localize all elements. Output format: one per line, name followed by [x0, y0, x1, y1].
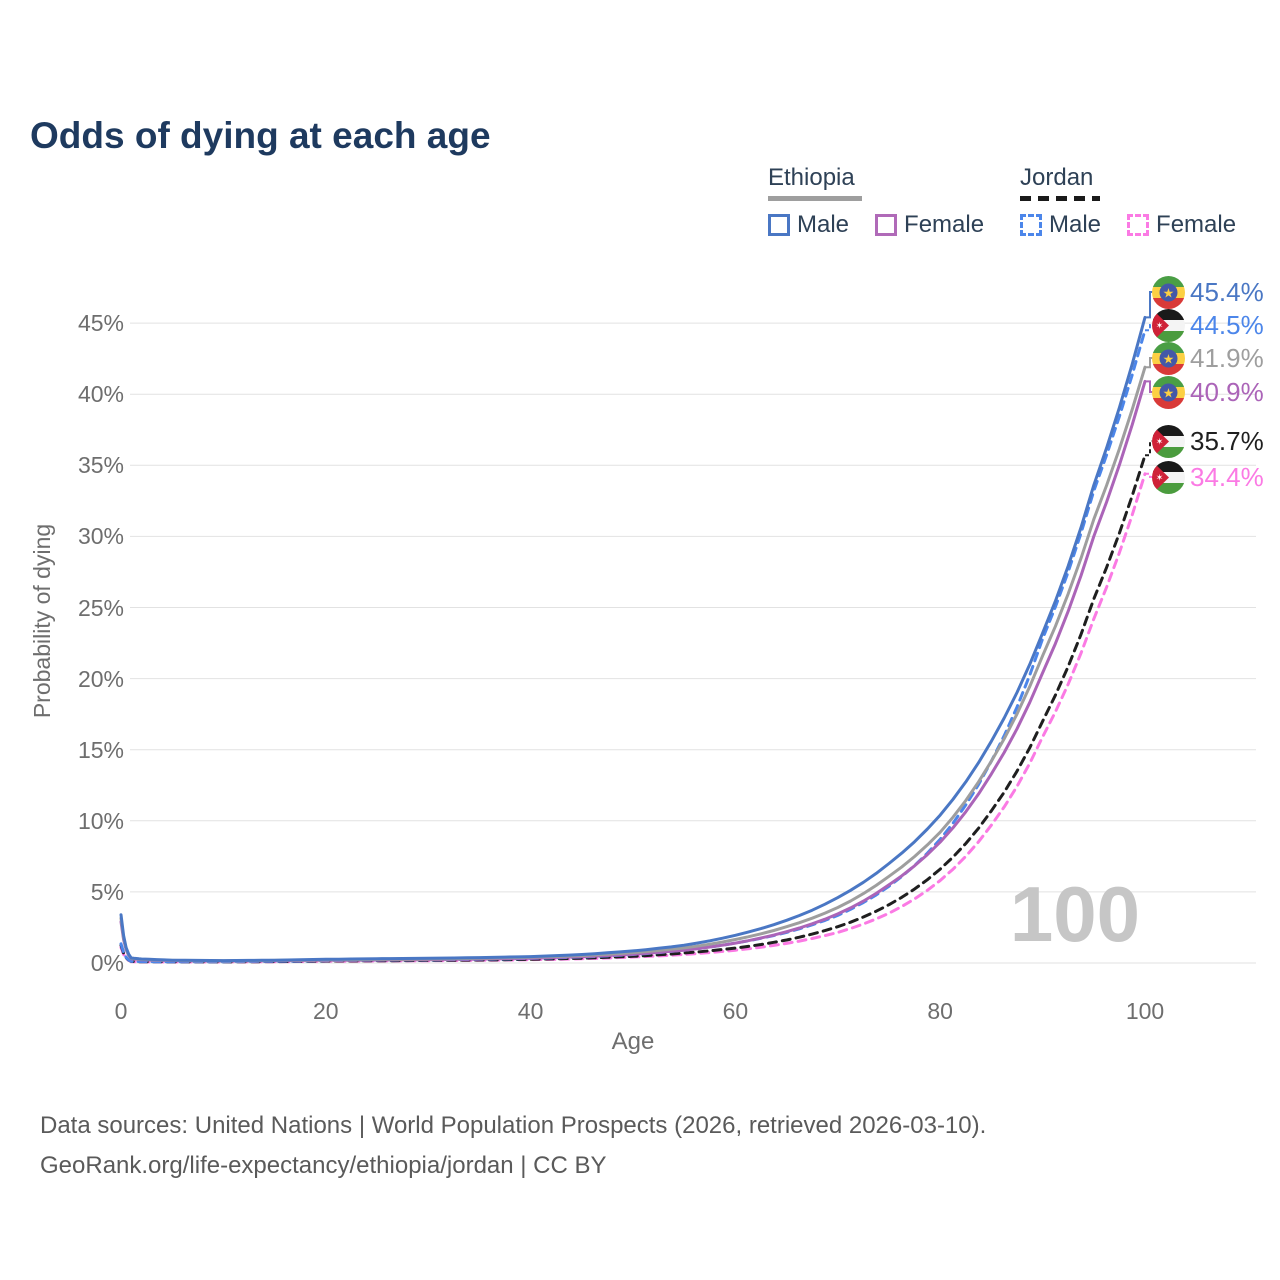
x-tick-label: 60	[722, 998, 749, 1024]
ethiopia-flag-badge: ★	[1152, 375, 1185, 409]
series-line-jordan-female	[119, 472, 1147, 964]
y-tick-label: 35%	[77, 452, 124, 479]
end-value-label: 45.4%	[1190, 276, 1264, 307]
x-tick-label: 80	[927, 998, 953, 1024]
data-sources: Data sources: United Nations | World Pop…	[40, 1106, 986, 1186]
x-tick-label: 20	[313, 998, 339, 1024]
legend-label: Male	[1049, 211, 1102, 238]
ethiopia-female-swatch-icon	[875, 214, 898, 236]
y-tick-label: 20%	[77, 665, 124, 692]
jordan-flag-icon: ✶	[1152, 460, 1185, 494]
y-tick-label: 10%	[77, 807, 124, 834]
jordan-male-swatch-icon	[1020, 214, 1042, 236]
svg-text:★: ★	[1163, 385, 1175, 400]
jordan-flag-badge: ✶	[1152, 424, 1185, 458]
gridlines	[130, 322, 1256, 964]
ethiopia-flag-badge: ★	[1152, 275, 1185, 309]
end-value-label: 35.7%	[1190, 425, 1264, 456]
series-end-label-jordan-female: ✶ 34.4%	[1152, 460, 1264, 494]
legend-item-ethiopia-male[interactable]: Male	[768, 211, 849, 239]
ethiopia-flag-icon: ★	[1152, 375, 1185, 409]
series-end-label-jordan-male: ✶ 44.5%	[1152, 308, 1264, 342]
series-end-label-ethiopia-female: ★ 40.9%	[1152, 375, 1264, 409]
jordan-flag-badge: ✶	[1152, 308, 1185, 342]
series-line-ethiopia-both-sexes	[119, 365, 1147, 963]
y-tick-label: 45%	[77, 310, 124, 337]
age-watermark: 100	[1010, 870, 1140, 958]
legend-item-ethiopia-female[interactable]: Female	[875, 211, 984, 239]
series-end-label-ethiopia-male: ★ 45.4%	[1152, 275, 1264, 309]
end-value-label: 41.9%	[1190, 342, 1264, 373]
x-tick-label: 100	[1125, 998, 1165, 1024]
series-line-jordan-both-sexes	[119, 453, 1147, 964]
legend-item-jordan-male[interactable]: Male	[1020, 211, 1101, 239]
end-value-label: 40.9%	[1190, 376, 1264, 407]
legend-country-jordan: Jordan	[1020, 164, 1094, 191]
svg-text:✶: ✶	[1156, 472, 1164, 482]
x-axis-title: Age	[611, 1028, 655, 1055]
y-tick-label: 15%	[77, 736, 124, 763]
y-tick-label: 5%	[90, 878, 124, 905]
legend-country-ethiopia: Ethiopia	[768, 164, 855, 191]
jordan-flag-icon: ✶	[1152, 424, 1185, 458]
end-value-label: 34.4%	[1190, 461, 1264, 492]
jordan-female-swatch-icon	[1127, 214, 1150, 236]
jordan-flag-icon: ✶	[1152, 308, 1185, 342]
legend-label: Female	[904, 211, 985, 238]
legend-label: Female	[1156, 211, 1237, 238]
data-sources-line1: Data sources: United Nations | World Pop…	[40, 1112, 987, 1139]
ethiopia-flag-badge: ★	[1152, 341, 1185, 375]
series-line-ethiopia-female	[119, 379, 1147, 963]
series-line-jordan-male	[119, 328, 1147, 964]
legend-item-jordan-female[interactable]: Female	[1127, 211, 1236, 239]
legend-group-ethiopia: Ethiopia Male Female	[768, 164, 984, 239]
legend-label: Male	[797, 211, 850, 238]
ethiopia-flag-icon: ★	[1152, 341, 1185, 375]
svg-text:✶: ✶	[1156, 320, 1164, 330]
ethiopia-flag-icon: ★	[1152, 275, 1185, 309]
series-end-label-ethiopia-both: ★ 41.9%	[1152, 341, 1264, 375]
data-sources-line2: GeoRank.org/life-expectancy/ethiopia/jor…	[40, 1152, 607, 1179]
y-tick-label: 40%	[77, 381, 124, 408]
svg-text:★: ★	[1163, 285, 1175, 300]
series-end-label-jordan-both: ✶ 35.7%	[1152, 424, 1264, 458]
svg-text:✶: ✶	[1156, 436, 1164, 446]
jordan-flag-badge: ✶	[1152, 460, 1185, 494]
x-tick-label: 0	[114, 998, 128, 1024]
end-connector	[1145, 324, 1154, 332]
y-tick-label: 0%	[90, 950, 124, 976]
legend-group-jordan: Jordan Male Female	[1020, 164, 1236, 239]
ethiopia-male-swatch-icon	[768, 214, 790, 236]
y-tick-label: 25%	[77, 594, 124, 621]
x-tick-label: 40	[517, 998, 544, 1024]
jordan-line-style-swatch	[1020, 196, 1100, 201]
ethiopia-line-style-swatch	[768, 196, 862, 201]
svg-text:★: ★	[1163, 351, 1175, 366]
end-value-label: 44.5%	[1190, 309, 1264, 340]
y-tick-label: 30%	[77, 523, 124, 550]
page-title: Odds of dying at each age	[30, 114, 491, 156]
series-line-ethiopia-male	[119, 315, 1147, 963]
series-lines	[119, 315, 1147, 964]
